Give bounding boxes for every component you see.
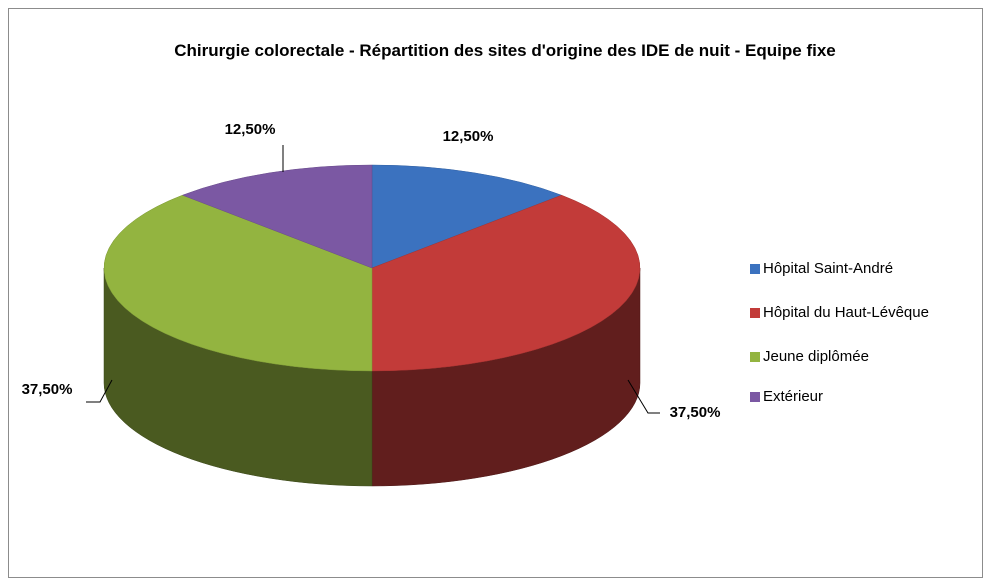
chart: 12,50% 37,50% 37,50% 12,50% Hôpital Saint-An… [22,121,929,487]
pie-slice [371,164,563,269]
pie-slice [181,164,373,269]
legend-swatch [750,352,760,362]
leader-line [86,379,113,403]
data-label: 12,50% [443,128,494,145]
chart-title: Chirurgie colorectale - Répartition des … [174,41,836,60]
data-label: 12,50% [225,121,276,138]
legend-label: Extérieur [763,388,823,405]
legend-swatch [750,264,760,274]
pie-slice [103,194,373,372]
legend-label: Hôpital du Haut-Lévêque [763,304,929,321]
legend-label: Jeune diplômée [763,348,869,365]
legend-label: Hôpital Saint-André [763,260,893,277]
data-label: 37,50% [670,404,721,421]
data-label: 37,50% [22,381,73,398]
legend-swatch [750,308,760,318]
page: {"chart_data": {"type": "pie", "title": … [8,8,983,578]
leader-line [627,379,660,414]
pie-slice [371,194,641,372]
legend-swatch [750,392,760,402]
